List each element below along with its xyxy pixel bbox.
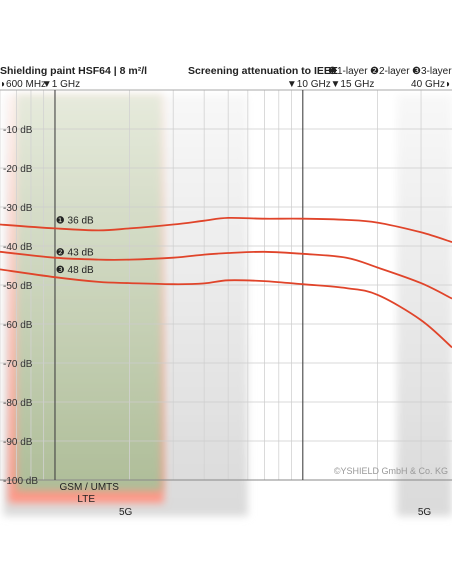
legend-3-layer: ❸3-layer — [412, 66, 452, 77]
band-0 — [16, 95, 162, 491]
chart-title-right: Screening attenuation to IEEE — [188, 65, 338, 77]
series-label: ❸ 48 dB — [56, 265, 94, 276]
band-label: LTE — [77, 494, 95, 505]
series-label: ❷ 43 dB — [56, 248, 94, 259]
band-3-area — [397, 95, 452, 516]
y-tick-label: -90 dB — [3, 437, 33, 448]
attenuation-series: ❶ 36 dB ❷ 43 dB ❸ 48 dB — [0, 215, 452, 349]
freq-marker-label: ▼1 GHz — [42, 79, 80, 90]
y-tick-label: -70 dB — [3, 359, 33, 370]
copyright-text: ©YSHIELD GmbH & Co. KG — [334, 466, 448, 476]
series-2: ❷ 43 dB — [0, 248, 452, 300]
band-label: 5G — [119, 507, 133, 518]
band-label: GSM / UMTS — [60, 482, 120, 493]
band-label: 5G — [418, 507, 432, 518]
frequency-markers: ◗600 MHz▼1 GHz ▼10 GHz ▼15 GHz 40 GHz◗ — [0, 79, 451, 90]
chart-grid — [0, 89, 452, 481]
series-1: ❶ 36 dB — [0, 215, 452, 243]
y-axis-ticks: -10 dB -20 dB -30 dB -40 dB -50 dB -60 dB -70 … — [3, 125, 38, 487]
series-line — [0, 216, 452, 243]
freq-marker-label: ▼10 GHz — [287, 79, 331, 90]
y-tick-label: -60 dB — [3, 320, 33, 331]
freq-marker-label: ◗600 MHz — [0, 79, 46, 90]
y-tick-label: -20 dB — [3, 164, 33, 175]
chart-title-left: Shielding paint HSF64 | 8 m²/l — [0, 65, 147, 77]
series-label: ❶ 36 dB — [56, 215, 94, 226]
y-tick-label: -100 dB — [3, 476, 38, 487]
legend-2-layer: ❷2-layer — [370, 66, 410, 77]
frequency-bands — [3, 95, 452, 516]
series-line — [0, 250, 452, 300]
y-tick-label: -30 dB — [3, 203, 33, 214]
y-tick-label: -10 dB — [3, 125, 33, 136]
y-tick-label: -50 dB — [3, 281, 33, 292]
band-0-area — [16, 95, 162, 491]
band-3 — [397, 95, 452, 516]
freq-marker-label: ▼15 GHz — [331, 79, 375, 90]
y-tick-label: -40 dB — [3, 242, 33, 253]
freq-marker-label: 40 GHz◗ — [411, 79, 451, 90]
series-line — [0, 268, 452, 349]
series-3: ❸ 48 dB — [0, 265, 452, 349]
y-tick-label: -80 dB — [3, 398, 33, 409]
legend-1-layer: ❶1-layer — [328, 66, 368, 77]
